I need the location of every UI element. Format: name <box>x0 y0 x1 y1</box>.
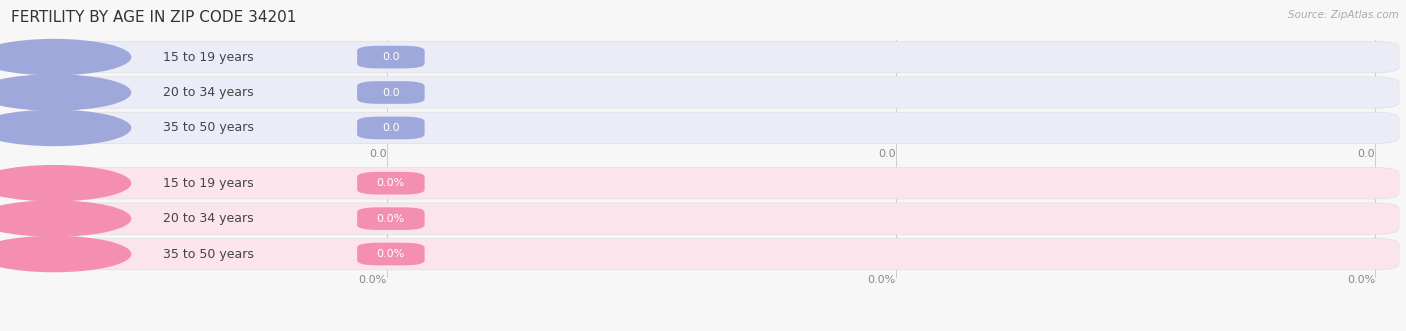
Text: 0.0: 0.0 <box>368 149 387 159</box>
Text: 35 to 50 years: 35 to 50 years <box>163 248 253 260</box>
FancyBboxPatch shape <box>357 46 425 69</box>
FancyBboxPatch shape <box>11 167 1399 199</box>
Text: 15 to 19 years: 15 to 19 years <box>163 51 253 64</box>
Text: 0.0: 0.0 <box>382 123 399 133</box>
FancyBboxPatch shape <box>357 81 425 104</box>
Text: 15 to 19 years: 15 to 19 years <box>163 177 253 190</box>
Circle shape <box>0 165 131 202</box>
Circle shape <box>0 39 131 75</box>
Circle shape <box>0 110 131 146</box>
Circle shape <box>0 74 131 111</box>
Text: 0.0%: 0.0% <box>377 213 405 224</box>
FancyBboxPatch shape <box>357 207 425 230</box>
Text: 0.0: 0.0 <box>877 149 896 159</box>
Text: 0.0: 0.0 <box>382 87 399 98</box>
FancyBboxPatch shape <box>11 77 1399 108</box>
Text: 0.0: 0.0 <box>1357 149 1375 159</box>
Text: 0.0%: 0.0% <box>1347 275 1375 285</box>
FancyBboxPatch shape <box>11 238 1399 270</box>
Text: 0.0%: 0.0% <box>868 275 896 285</box>
Text: 0.0%: 0.0% <box>377 249 405 259</box>
FancyBboxPatch shape <box>357 243 425 265</box>
FancyBboxPatch shape <box>11 41 1399 73</box>
FancyBboxPatch shape <box>357 117 425 139</box>
Text: 35 to 50 years: 35 to 50 years <box>163 121 253 134</box>
Text: 20 to 34 years: 20 to 34 years <box>163 86 253 99</box>
Text: Source: ZipAtlas.com: Source: ZipAtlas.com <box>1288 10 1399 20</box>
FancyBboxPatch shape <box>11 203 1399 234</box>
FancyBboxPatch shape <box>11 112 1399 144</box>
Text: FERTILITY BY AGE IN ZIP CODE 34201: FERTILITY BY AGE IN ZIP CODE 34201 <box>11 10 297 25</box>
Text: 0.0%: 0.0% <box>377 178 405 188</box>
Text: 20 to 34 years: 20 to 34 years <box>163 212 253 225</box>
Circle shape <box>0 200 131 237</box>
FancyBboxPatch shape <box>357 172 425 195</box>
Text: 0.0%: 0.0% <box>359 275 387 285</box>
Text: 0.0: 0.0 <box>382 52 399 62</box>
Circle shape <box>0 236 131 272</box>
